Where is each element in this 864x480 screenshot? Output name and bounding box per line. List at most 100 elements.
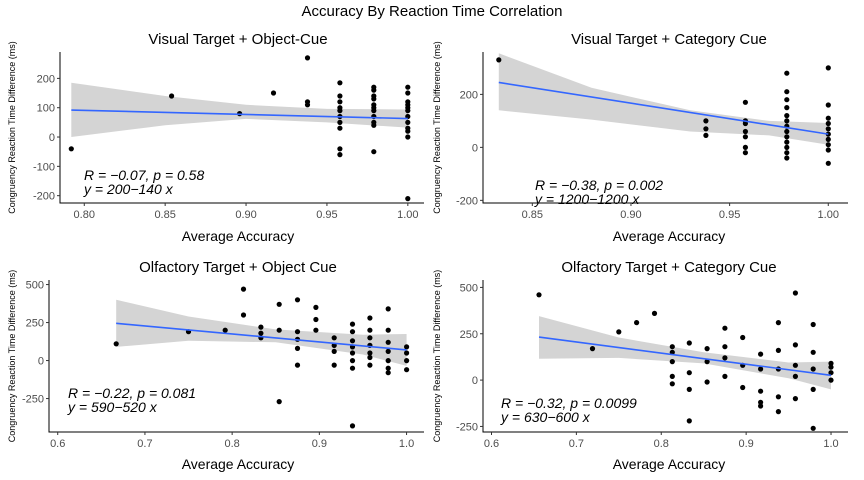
data-point — [742, 150, 749, 156]
x-tick-label: 0.95 — [719, 209, 740, 221]
x-tick-label: 0.8 — [224, 438, 239, 450]
data-point — [784, 155, 790, 161]
data-point — [722, 344, 728, 350]
y-tick-label: 100 — [37, 103, 55, 115]
data-point — [404, 344, 410, 350]
data-point — [669, 344, 675, 350]
data-point — [810, 386, 816, 392]
data-point — [784, 70, 790, 76]
data-point — [404, 350, 410, 356]
data-point — [337, 108, 343, 114]
data-point — [367, 354, 373, 361]
data-point — [371, 87, 377, 93]
data-point — [703, 126, 709, 132]
data-point — [810, 321, 816, 328]
panel-3: Olfactory Target + Object Cue -250 0 250 500… — [7, 259, 424, 472]
data-point — [784, 144, 790, 150]
data-point — [331, 362, 337, 368]
data-point — [367, 335, 373, 341]
data-point — [337, 146, 343, 152]
x-tick-label: 0.95 — [316, 209, 337, 221]
y-tick-label: 250 — [26, 318, 44, 330]
data-point — [240, 286, 247, 292]
panel-title: Visual Target + Category Cue — [571, 31, 767, 48]
data-point — [367, 327, 373, 333]
data-point — [828, 370, 834, 376]
data-point — [304, 102, 311, 108]
data-point — [784, 150, 790, 156]
data-point — [337, 125, 343, 131]
data-point — [313, 327, 319, 333]
data-point — [385, 370, 391, 376]
data-point — [258, 330, 264, 336]
y-axis-label: Congruency Reaction Time Difference (ms) — [432, 270, 442, 442]
data-point — [337, 119, 343, 125]
data-point — [405, 90, 411, 96]
y-axis-label: Congruency Reaction Time Difference (ms) — [7, 270, 17, 442]
data-point — [775, 394, 782, 400]
data-point — [385, 348, 391, 354]
data-point — [331, 335, 337, 341]
y-axis-label: Congruency Reaction Time Difference (ms) — [432, 41, 442, 213]
data-point — [405, 128, 411, 134]
x-axis-label: Average Accuracy — [613, 228, 726, 244]
data-point — [703, 118, 709, 124]
y-tick-label: 0 — [38, 356, 44, 368]
data-point — [349, 358, 356, 364]
data-point — [742, 128, 749, 135]
y-tick-label: 0 — [472, 142, 478, 154]
data-point — [404, 367, 410, 373]
confidence-band — [71, 82, 408, 137]
data-point — [810, 425, 816, 431]
x-tick-label: 0.9 — [312, 438, 327, 450]
data-point — [758, 403, 764, 409]
y-tick-label: 500 — [460, 282, 478, 294]
data-point — [722, 373, 728, 379]
data-point — [704, 359, 710, 365]
data-point — [722, 355, 728, 361]
x-tick-label: 0.90 — [235, 209, 256, 221]
confidence-band — [539, 316, 831, 390]
data-point — [686, 370, 692, 376]
data-point — [371, 149, 377, 155]
data-point — [742, 120, 749, 127]
panel-title: Visual Target + Object-Cue — [148, 31, 327, 48]
data-point — [68, 146, 74, 152]
x-axis-label: Average Accuracy — [613, 456, 726, 472]
data-point — [742, 99, 749, 105]
data-point — [270, 90, 277, 96]
data-point — [758, 399, 764, 405]
data-point — [740, 384, 746, 391]
data-point — [825, 136, 831, 142]
data-point — [367, 315, 373, 321]
data-point — [792, 342, 799, 348]
equation-annotation: y = 630−600 x — [500, 409, 591, 425]
data-point — [616, 329, 622, 335]
data-point — [825, 102, 831, 108]
y-tick-label: 200 — [37, 73, 55, 85]
data-point — [722, 325, 728, 331]
data-point — [704, 379, 710, 385]
data-point — [113, 341, 119, 347]
x-tick-label: 0.6 — [50, 438, 65, 450]
data-point — [371, 108, 377, 114]
data-point — [405, 134, 411, 140]
data-point — [294, 362, 301, 368]
panel-1: Visual Target + Object-Cue -200 -100 0 100 20… — [7, 31, 424, 244]
data-point — [349, 365, 356, 371]
data-point — [313, 304, 319, 310]
data-point — [385, 365, 391, 371]
data-point — [669, 359, 675, 365]
data-point — [349, 338, 356, 344]
data-point — [784, 139, 790, 145]
data-point — [758, 366, 764, 372]
data-point — [240, 312, 247, 318]
y-tick-label: 200 — [460, 89, 478, 101]
data-point — [349, 329, 356, 335]
data-point — [828, 377, 834, 383]
data-point — [784, 105, 790, 111]
data-point — [337, 99, 343, 105]
data-point — [385, 306, 391, 312]
x-tick-label: 1.00 — [818, 209, 839, 221]
data-point — [405, 84, 411, 90]
